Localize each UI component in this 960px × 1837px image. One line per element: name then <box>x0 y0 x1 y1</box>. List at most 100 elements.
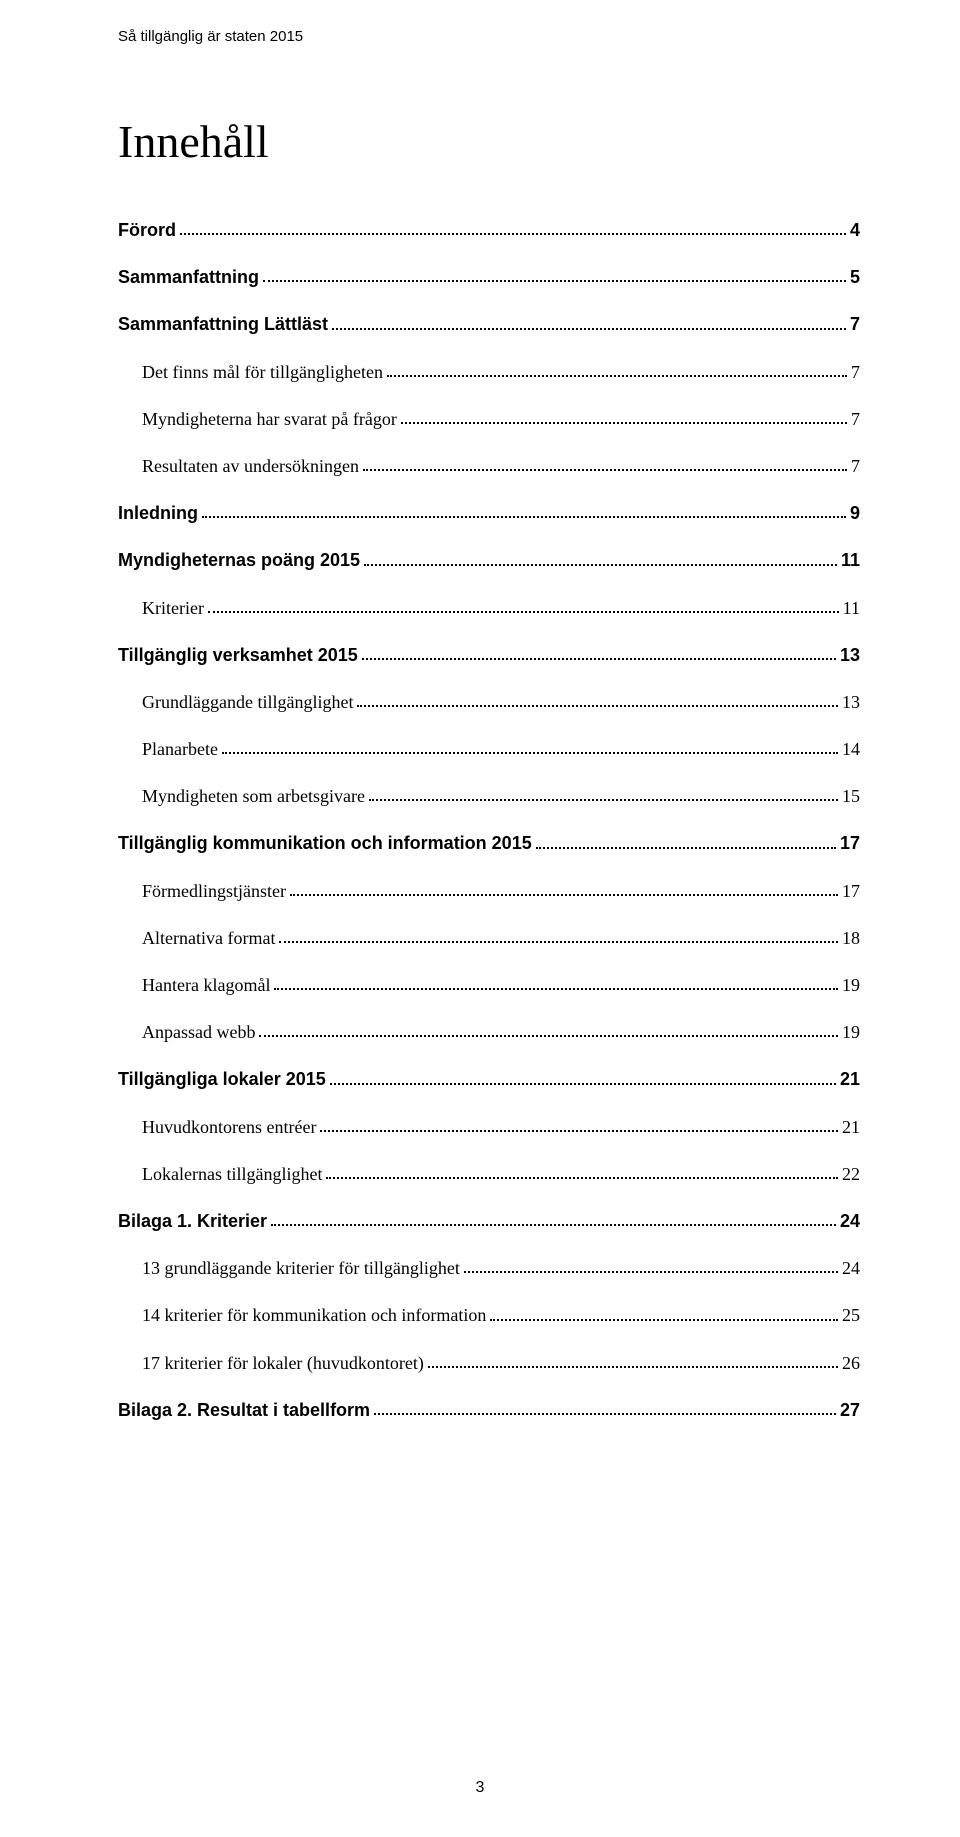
toc-label: Förmedlingstjänster <box>142 879 286 904</box>
toc-page: 9 <box>850 501 860 526</box>
toc-page: 18 <box>842 926 860 951</box>
toc-page: 21 <box>840 1067 860 1092</box>
document-page: Så tillgänglig är staten 2015 Innehåll F… <box>0 0 960 1485</box>
toc-leader <box>362 657 836 660</box>
toc-leader <box>332 327 846 330</box>
toc-label: Anpassad webb <box>142 1020 255 1045</box>
toc-row[interactable]: Alternativa format 18 <box>118 926 860 951</box>
toc-leader <box>326 1176 838 1179</box>
toc-page: 24 <box>842 1256 860 1281</box>
toc-label: 13 grundläggande kriterier för tillgängl… <box>142 1256 460 1281</box>
toc-row[interactable]: 14 kriterier för kommunikation och infor… <box>118 1303 860 1328</box>
toc-page: 24 <box>840 1209 860 1234</box>
toc-label: 14 kriterier för kommunikation och infor… <box>142 1303 486 1328</box>
toc-row[interactable]: Myndigheternas poäng 2015 11 <box>118 548 860 573</box>
toc-row[interactable]: 17 kriterier för lokaler (huvudkontoret)… <box>118 1351 860 1376</box>
toc-page: 27 <box>840 1398 860 1423</box>
toc-label: Alternativa format <box>142 926 275 951</box>
toc-row[interactable]: Förmedlingstjänster 17 <box>118 879 860 904</box>
toc-page: 7 <box>851 454 860 479</box>
toc-leader <box>369 798 838 801</box>
toc-label: Myndigheten som arbetsgivare <box>142 784 365 809</box>
toc-row[interactable]: Förord 4 <box>118 218 860 243</box>
toc-leader <box>464 1270 838 1273</box>
toc-leader <box>374 1412 836 1415</box>
toc-leader <box>274 987 838 990</box>
toc-leader <box>364 563 837 566</box>
toc-label: Myndigheternas poäng 2015 <box>118 548 360 573</box>
toc-leader <box>330 1082 836 1085</box>
toc-page: 11 <box>841 548 860 573</box>
toc-page: 13 <box>840 643 860 668</box>
toc-leader <box>208 610 839 613</box>
toc-label: Resultaten av undersökningen <box>142 454 359 479</box>
toc-row[interactable]: Sammanfattning Lättläst7 <box>118 312 860 337</box>
toc-leader <box>180 232 846 235</box>
toc-row[interactable]: Tillgänglig verksamhet 2015 13 <box>118 643 860 668</box>
toc-row[interactable]: Hantera klagomål19 <box>118 973 860 998</box>
toc-row[interactable]: Grundläggande tillgänglighet13 <box>118 690 860 715</box>
toc-label: Bilaga 1. Kriterier <box>118 1209 267 1234</box>
toc-label: Sammanfattning Lättläst <box>118 312 328 337</box>
toc-label: Hantera klagomål <box>142 973 270 998</box>
toc-leader <box>263 279 846 282</box>
toc-page: 11 <box>843 596 860 621</box>
toc-row[interactable]: Lokalernas tillgänglighet22 <box>118 1162 860 1187</box>
toc-leader <box>428 1365 838 1368</box>
toc-label: Tillgängliga lokaler 2015 <box>118 1067 326 1092</box>
toc-leader <box>222 751 838 754</box>
toc-leader <box>387 374 847 377</box>
toc-leader <box>202 515 846 518</box>
toc-row[interactable]: Tillgänglig kommunikation och informatio… <box>118 831 860 856</box>
toc-leader <box>271 1223 836 1226</box>
toc-leader <box>536 846 836 849</box>
toc-page: 13 <box>842 690 860 715</box>
toc-page: 7 <box>851 360 860 385</box>
toc-label: Inledning <box>118 501 198 526</box>
toc-label: Tillgänglig kommunikation och informatio… <box>118 831 532 856</box>
toc-label: Bilaga 2. Resultat i tabellform <box>118 1398 370 1423</box>
toc-page: 5 <box>850 265 860 290</box>
toc-page: 21 <box>842 1115 860 1140</box>
toc-leader <box>490 1318 838 1321</box>
toc-label: Kriterier <box>142 596 204 621</box>
toc-page: 26 <box>842 1351 860 1376</box>
toc-row[interactable]: Tillgängliga lokaler 2015 21 <box>118 1067 860 1092</box>
toc-page: 25 <box>842 1303 860 1328</box>
table-of-contents: Förord 4 Sammanfattning 5 Sammanfattning Lät… <box>118 218 860 1423</box>
toc-label: Myndigheterna har svarat på frågor <box>142 407 397 432</box>
toc-row[interactable]: Inledning 9 <box>118 501 860 526</box>
toc-page: 17 <box>840 831 860 856</box>
toc-label: Det finns mål för tillgängligheten <box>142 360 383 385</box>
toc-page: 19 <box>842 1020 860 1045</box>
toc-row[interactable]: Sammanfattning 5 <box>118 265 860 290</box>
toc-leader <box>290 893 838 896</box>
toc-row[interactable]: Det finns mål för tillgängligheten 7 <box>118 360 860 385</box>
toc-row[interactable]: Myndigheten som arbetsgivare15 <box>118 784 860 809</box>
toc-label: Sammanfattning <box>118 265 259 290</box>
toc-page: 22 <box>842 1162 860 1187</box>
toc-page: 4 <box>850 218 860 243</box>
toc-label: Tillgänglig verksamhet 2015 <box>118 643 358 668</box>
toc-row[interactable]: Bilaga 1. Kriterier 24 <box>118 1209 860 1234</box>
toc-row[interactable]: Kriterier 11 <box>118 596 860 621</box>
toc-leader <box>363 468 847 471</box>
toc-leader <box>259 1034 838 1037</box>
toc-row[interactable]: Anpassad webb 19 <box>118 1020 860 1045</box>
toc-leader <box>357 704 838 707</box>
toc-label: Förord <box>118 218 176 243</box>
toc-row[interactable]: 13 grundläggande kriterier för tillgängl… <box>118 1256 860 1281</box>
toc-row[interactable]: Bilaga 2. Resultat i tabellform 27 <box>118 1398 860 1423</box>
toc-row[interactable]: Huvudkontorens entréer 21 <box>118 1115 860 1140</box>
toc-page: 17 <box>842 879 860 904</box>
toc-label: Planarbete <box>142 737 218 762</box>
doc-title: Innehåll <box>118 115 860 168</box>
running-header: Så tillgänglig är staten 2015 <box>118 28 860 45</box>
toc-label: Huvudkontorens entréer <box>142 1115 316 1140</box>
toc-leader <box>320 1129 838 1132</box>
toc-label: 17 kriterier för lokaler (huvudkontoret) <box>142 1351 424 1376</box>
toc-row[interactable]: Myndigheterna har svarat på frågor7 <box>118 407 860 432</box>
toc-row[interactable]: Resultaten av undersökningen 7 <box>118 454 860 479</box>
page-number: 3 <box>0 1779 960 1797</box>
toc-row[interactable]: Planarbete14 <box>118 737 860 762</box>
